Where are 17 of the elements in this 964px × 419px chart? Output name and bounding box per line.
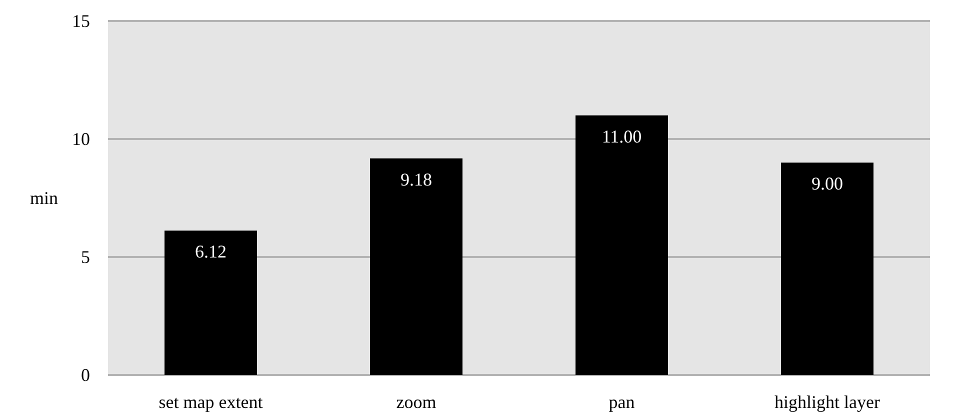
x-tick-label: pan — [608, 392, 635, 412]
data-label: 11.00 — [602, 126, 642, 146]
bar — [370, 158, 462, 375]
y-axis-title: min — [30, 188, 58, 208]
y-tick-label: 0 — [81, 365, 90, 385]
y-tick-label: 10 — [72, 129, 90, 149]
bar — [164, 230, 257, 375]
y-tick-label: 15 — [72, 11, 90, 31]
data-label: 9.00 — [812, 174, 843, 194]
data-label: 9.18 — [400, 169, 432, 190]
y-tick-label: 5 — [81, 247, 90, 267]
bar — [781, 162, 874, 375]
bar — [576, 115, 668, 375]
data-label: 6.12 — [195, 242, 226, 262]
x-tick-label: set map extent — [158, 392, 263, 412]
x-tick-label: highlight layer — [774, 392, 880, 412]
x-tick-label: zoom — [396, 392, 436, 412]
